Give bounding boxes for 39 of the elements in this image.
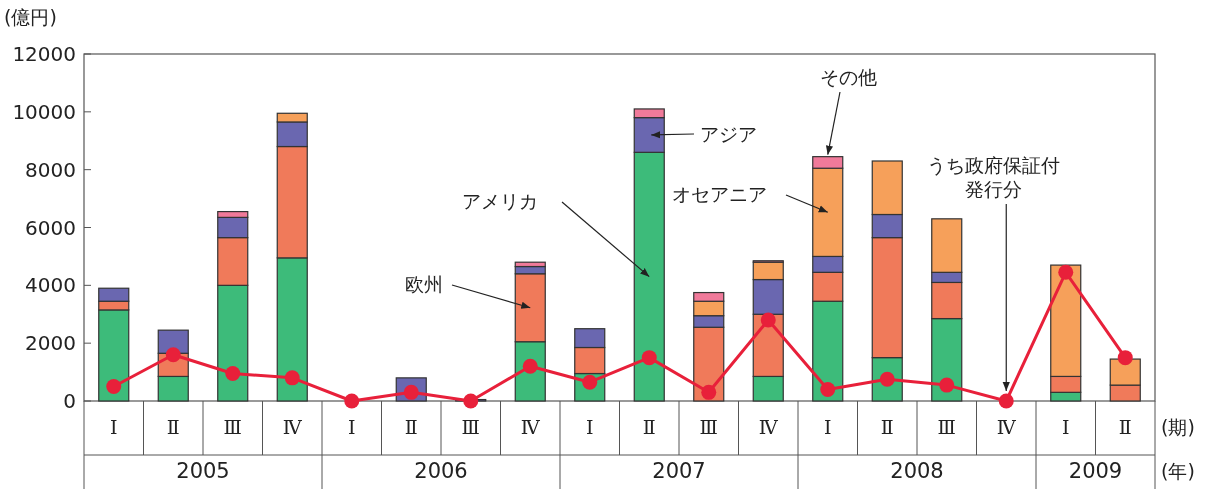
x-tick-label: Ⅳ — [282, 416, 303, 438]
x-tick-label: Ⅳ — [758, 416, 779, 438]
x-tick-label: Ⅲ — [699, 416, 718, 438]
x-tick-label: Ⅰ — [109, 416, 118, 438]
x-tick-label: Ⅱ — [880, 416, 894, 438]
x-tick-label: Ⅱ — [642, 416, 656, 438]
x-tick-label: Ⅰ — [585, 416, 594, 438]
y-tick-label: 10000 — [12, 99, 76, 124]
y-tick-label: 2000 — [25, 331, 76, 356]
text: 2005 — [176, 459, 230, 483]
x-axis-title: (期) — [1161, 416, 1195, 438]
x-tick-label: Ⅲ — [461, 416, 480, 438]
x-tick-label: Ⅱ — [404, 416, 418, 438]
x-tick-label: Ⅰ — [347, 416, 356, 438]
x-tick-label: Ⅰ — [1061, 416, 1070, 438]
y-axis-title: (億円) — [4, 6, 57, 28]
x-tick-label: Ⅱ — [1118, 416, 1132, 438]
y-tick-label: 8000 — [25, 157, 76, 182]
text: オセアニア — [672, 183, 767, 205]
y-tick-label: 4000 — [25, 273, 76, 298]
text: 欧州 — [405, 273, 443, 295]
y-tick-label: 0 — [63, 389, 76, 413]
x-tick-label: Ⅰ — [823, 416, 832, 438]
text: 2007 — [652, 459, 706, 483]
text: アメリカ — [462, 190, 538, 212]
x-tick-label: Ⅳ — [996, 416, 1017, 438]
x-tick-label: Ⅲ — [937, 416, 956, 438]
text: (年) — [1161, 460, 1195, 482]
x-tick-label: Ⅱ — [166, 416, 180, 438]
text: その他 — [820, 66, 877, 88]
text: 2006 — [414, 459, 468, 483]
text: 2008 — [890, 459, 944, 483]
text: 2009 — [1068, 459, 1123, 483]
x-tick-label: Ⅲ — [223, 416, 242, 438]
x-tick-label: Ⅳ — [520, 416, 541, 438]
y-tick-label: 6000 — [25, 215, 76, 240]
y-tick-label: 12000 — [12, 42, 76, 66]
text: うち政府保証付発行分 — [926, 154, 1060, 200]
series-label: アジア — [700, 123, 757, 145]
